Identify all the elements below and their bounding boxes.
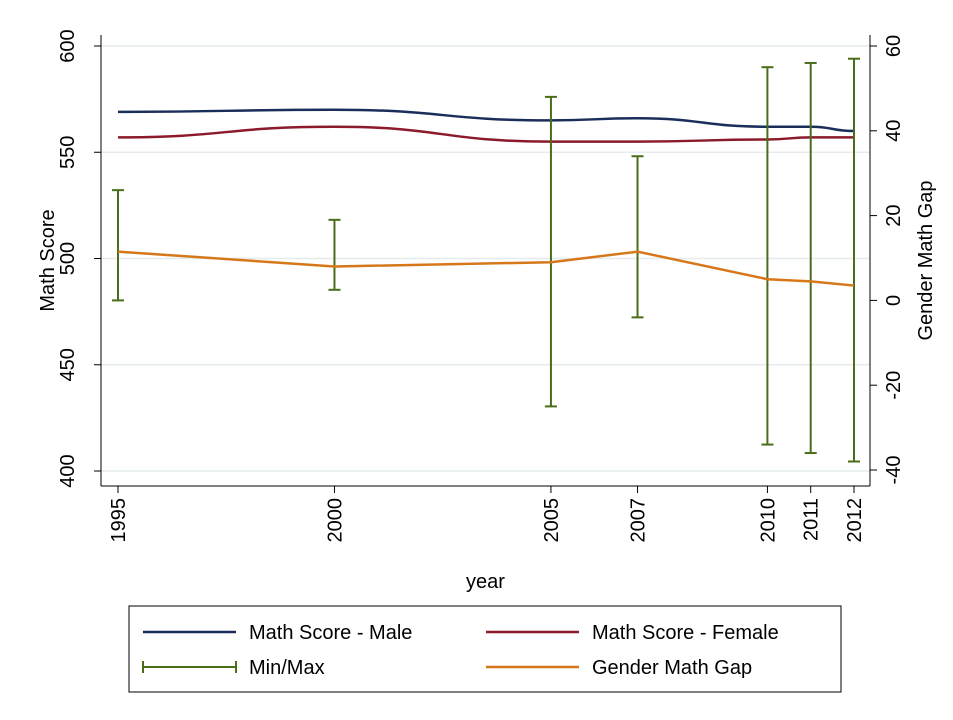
series-line-math-score-male — [117, 108, 855, 133]
series-layer — [112, 57, 860, 463]
legend-item-math-score-male: Math Score - Male — [143, 622, 412, 644]
series-line-math-score-female — [117, 125, 854, 143]
errorbar-minmax — [848, 57, 860, 463]
legend-box — [128, 605, 842, 693]
x-tick-label: 2000 — [324, 498, 346, 543]
y2-tick-label: 40 — [883, 120, 905, 142]
legend-label: Math Score - Female — [592, 622, 779, 644]
x-axis-title: year — [466, 571, 505, 593]
y-tick-label: 600 — [57, 29, 79, 62]
errorbar-minmax — [544, 95, 557, 408]
legend-label: Gender Math Gap — [592, 657, 752, 679]
y2-tick-label: 20 — [883, 204, 905, 226]
errorbar-minmax — [631, 155, 644, 319]
legend-label: Math Score - Male — [249, 622, 412, 644]
y2-tick-label: -40 — [883, 456, 905, 485]
y-tick-label: 550 — [57, 136, 79, 169]
series-line-gender-math-gap — [117, 250, 855, 287]
legend-item-math-score-female: Math Score - Female — [486, 622, 779, 644]
axes: 400 450 500 550 600 -40 -20 0 20 40 60 1995 2000 2005… — [57, 29, 905, 542]
y-tick-label: 400 — [57, 454, 79, 487]
legend-item-gender-math-gap: Gender Math Gap — [486, 657, 752, 679]
x-tick-label: 2012 — [844, 498, 866, 543]
y-axis-title: Math Score — [37, 209, 59, 311]
x-tick-label: 2011 — [801, 498, 823, 541]
y2-tick-label: 60 — [883, 35, 905, 57]
errorbar-minmax — [112, 189, 124, 302]
x-tick-label: 2007 — [628, 498, 650, 543]
legend-label: Min/Max — [249, 657, 325, 679]
errorbar-minmax — [328, 218, 341, 291]
errorbar-minmax — [761, 66, 774, 446]
y-tick-label: 500 — [57, 242, 79, 275]
x-tick-label: 2010 — [757, 498, 779, 543]
y2-tick-label: 0 — [883, 295, 905, 306]
legend-item-min-max: Min/Max — [142, 657, 325, 679]
legend: Math Score - Male Math Score - Female Min/… — [128, 605, 842, 693]
x-tick-label: 2005 — [541, 498, 563, 543]
y2-axis-title: Gender Math Gap — [915, 180, 937, 340]
y-tick-label: 450 — [57, 348, 79, 381]
x-tick-label: 1995 — [108, 498, 130, 543]
y2-tick-label: -20 — [883, 371, 905, 400]
errorbar-minmax — [804, 61, 817, 455]
